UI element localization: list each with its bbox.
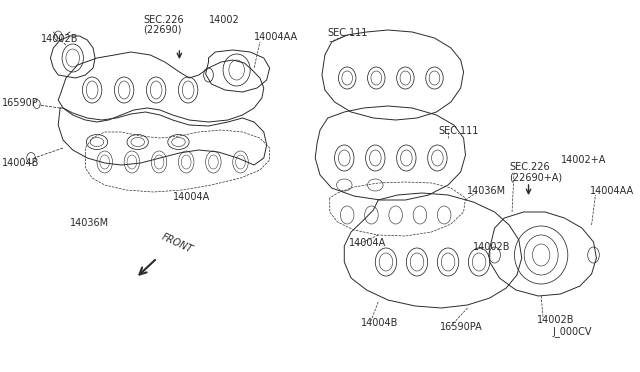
Text: 14004B: 14004B <box>361 318 398 328</box>
Text: 14004A: 14004A <box>173 192 210 202</box>
Text: 14004AA: 14004AA <box>254 32 298 42</box>
Text: 14036M: 14036M <box>467 186 507 196</box>
Text: SEC.226: SEC.226 <box>509 162 550 172</box>
Text: (22690): (22690) <box>143 24 182 34</box>
Text: 14004AA: 14004AA <box>589 186 634 196</box>
Text: (22690+A): (22690+A) <box>509 172 563 182</box>
Text: 14002B: 14002B <box>537 315 575 325</box>
Text: 14036M: 14036M <box>70 218 109 228</box>
Text: SEC.226: SEC.226 <box>143 15 184 25</box>
Text: 16590PA: 16590PA <box>440 322 483 332</box>
Text: 14002: 14002 <box>209 15 239 25</box>
Text: FRONT: FRONT <box>160 232 195 255</box>
Text: SEC.111: SEC.111 <box>438 126 479 136</box>
Text: 14002B: 14002B <box>41 34 78 44</box>
Text: 14004A: 14004A <box>349 238 387 248</box>
Text: 14002+A: 14002+A <box>561 155 606 165</box>
Text: J_000CV: J_000CV <box>553 326 592 337</box>
Text: 14004B: 14004B <box>2 158 39 168</box>
Text: SEC.111: SEC.111 <box>328 28 368 38</box>
Text: 16590P: 16590P <box>2 98 38 108</box>
Text: 14002B: 14002B <box>473 242 511 252</box>
